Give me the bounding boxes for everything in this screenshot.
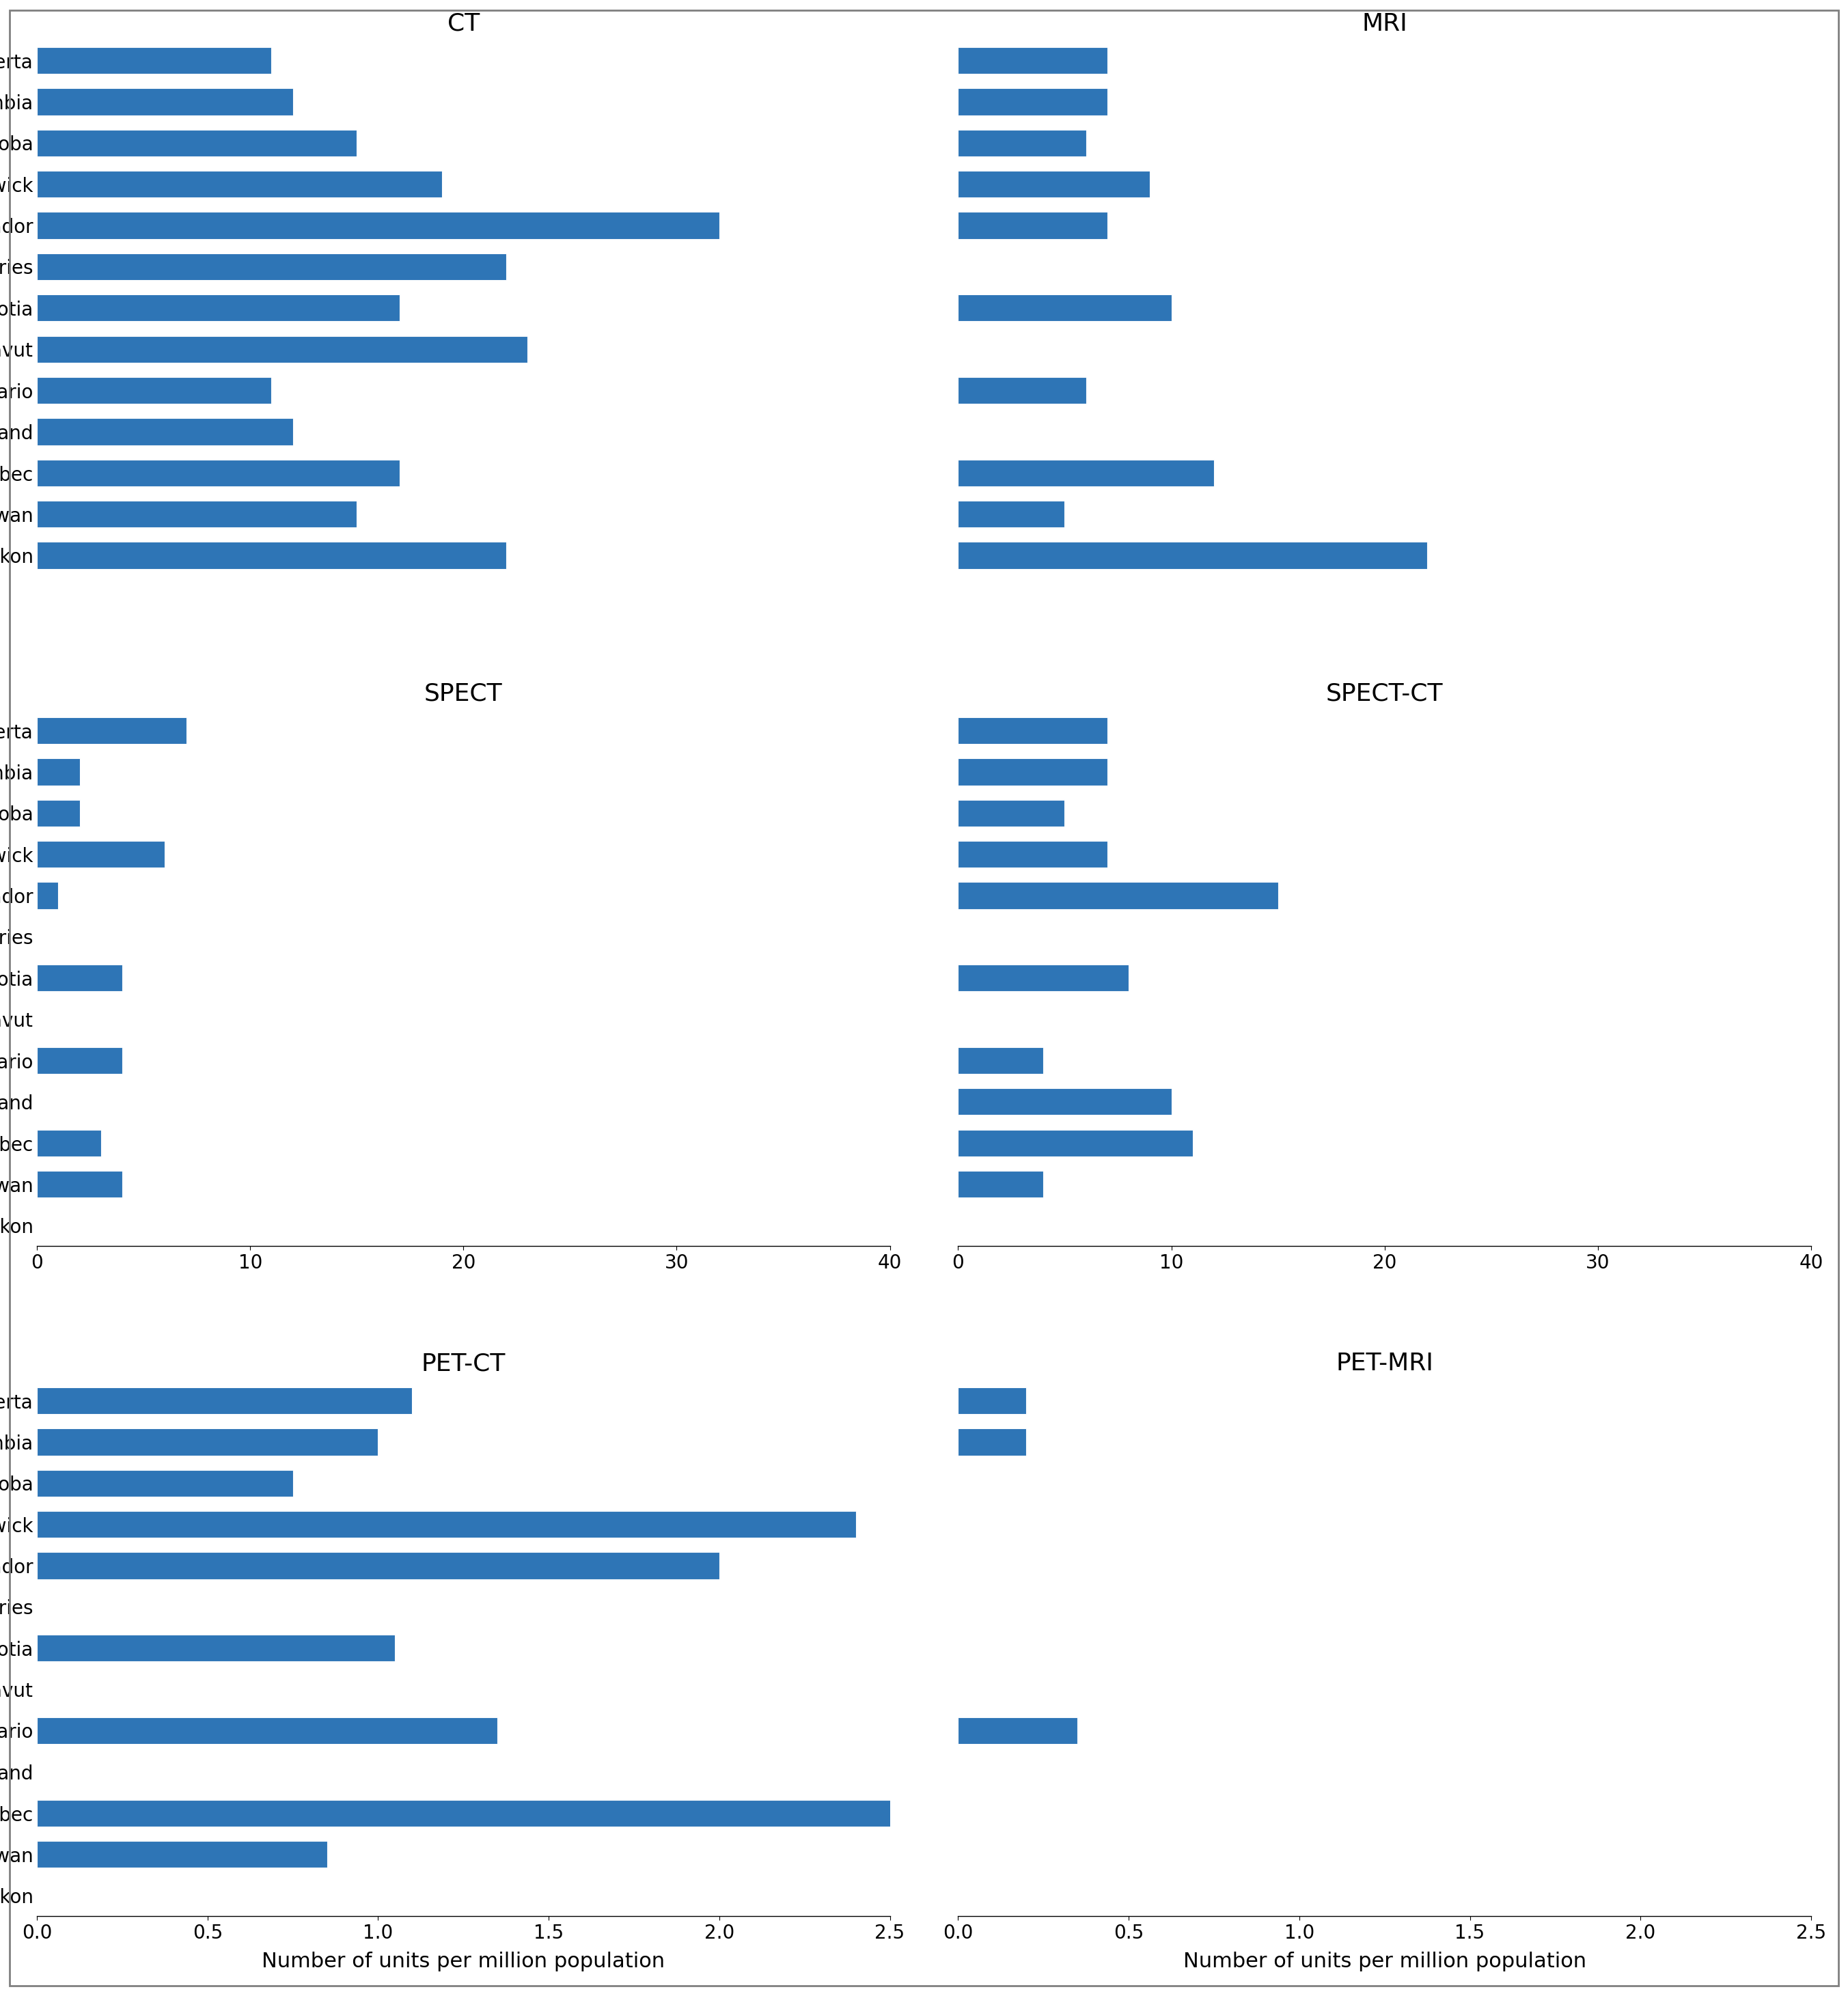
Bar — [957, 882, 1279, 908]
Bar — [37, 88, 292, 116]
Bar — [37, 1172, 122, 1198]
Bar — [37, 253, 506, 279]
Bar — [37, 1553, 719, 1579]
Title: MRI: MRI — [1362, 12, 1408, 36]
Title: SPECT: SPECT — [425, 683, 503, 705]
Bar — [37, 882, 59, 908]
X-axis label: Number of units per million population: Number of units per million population — [1183, 1952, 1586, 1972]
Bar — [37, 1130, 102, 1156]
Bar — [957, 1048, 1044, 1074]
Bar — [957, 212, 1107, 240]
Bar — [37, 964, 122, 992]
Title: CT: CT — [447, 12, 480, 36]
Bar — [957, 172, 1149, 198]
Bar — [37, 335, 527, 363]
Bar — [37, 1635, 395, 1661]
Bar — [37, 1048, 122, 1074]
Bar — [37, 1469, 292, 1497]
Bar — [37, 501, 357, 527]
Bar — [37, 543, 506, 569]
Bar — [37, 419, 292, 445]
Bar — [957, 501, 1064, 527]
Bar — [957, 840, 1107, 868]
Bar — [957, 1172, 1044, 1198]
Bar — [957, 1387, 1026, 1413]
Bar — [37, 377, 272, 403]
Bar — [37, 800, 79, 826]
Bar — [37, 212, 719, 240]
Bar — [957, 800, 1064, 826]
Bar — [37, 1717, 497, 1745]
Bar — [957, 459, 1214, 487]
Bar — [37, 840, 164, 868]
Bar — [37, 1429, 379, 1455]
Bar — [37, 1800, 941, 1826]
Bar — [957, 543, 1427, 569]
Bar — [957, 48, 1107, 74]
Bar — [957, 964, 1129, 992]
Bar — [37, 717, 187, 745]
Bar — [37, 48, 272, 74]
Bar — [957, 1088, 1172, 1116]
Bar — [37, 459, 399, 487]
Bar — [37, 1840, 327, 1868]
Title: SPECT-CT: SPECT-CT — [1327, 683, 1443, 705]
Bar — [957, 1130, 1192, 1156]
Bar — [957, 295, 1172, 321]
Bar — [957, 88, 1107, 116]
Bar — [37, 295, 399, 321]
Bar — [37, 172, 442, 198]
Bar — [957, 1429, 1026, 1455]
Bar — [957, 377, 1087, 403]
Bar — [37, 1387, 412, 1413]
Bar — [957, 758, 1107, 784]
Bar — [37, 758, 79, 784]
Bar — [37, 130, 357, 156]
Title: PET-MRI: PET-MRI — [1336, 1351, 1434, 1375]
Bar — [957, 717, 1107, 745]
Bar — [957, 1717, 1077, 1745]
Title: PET-CT: PET-CT — [421, 1351, 506, 1375]
Bar — [957, 130, 1087, 156]
X-axis label: Number of units per million population: Number of units per million population — [262, 1952, 665, 1972]
Bar — [37, 1511, 856, 1537]
